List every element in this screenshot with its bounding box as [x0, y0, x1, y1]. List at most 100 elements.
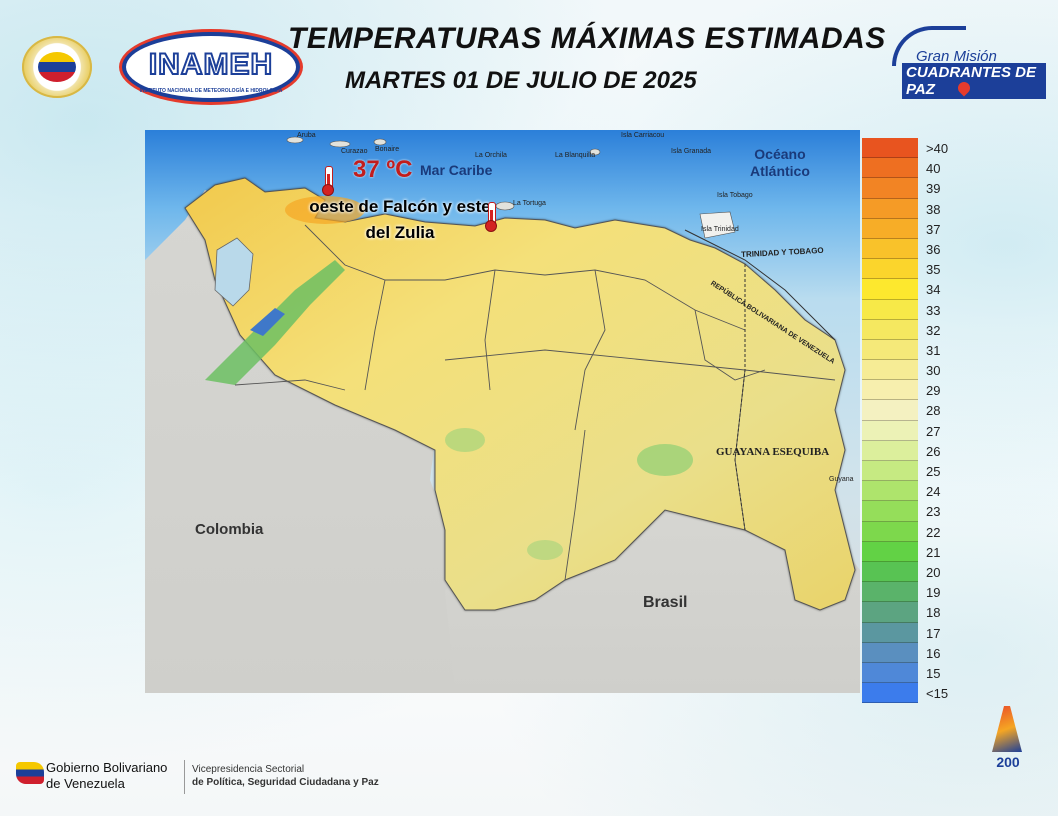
- legend-swatch: [862, 259, 918, 280]
- legend-label: 24: [926, 484, 941, 500]
- max-temperature-label: 37 ºC: [353, 156, 413, 183]
- legend-row: 31: [862, 339, 954, 361]
- vice-line2: de Política, Seguridad Ciudadana y Paz: [192, 777, 379, 788]
- legend-label: 26: [926, 443, 941, 459]
- temperature-map: Océano Atlántico Mar Caribe Colombia Bra…: [145, 130, 860, 693]
- maritime-boundary: [684, 229, 836, 341]
- legend-label: 30: [926, 363, 941, 379]
- island-label: Curazao: [341, 148, 368, 155]
- legend-swatch: [862, 420, 918, 441]
- legend-row: 40: [862, 158, 954, 179]
- legend-label: 29: [926, 383, 941, 399]
- guayana-highlands-1: [637, 444, 693, 476]
- legend-row: 27: [862, 420, 954, 441]
- flame-icon: [992, 706, 1022, 752]
- legend-swatch: [862, 158, 918, 179]
- legend-label: 36: [926, 241, 941, 257]
- legend-label: 18: [926, 605, 941, 621]
- legend-label: 16: [926, 645, 941, 661]
- legend-label: 32: [926, 322, 941, 338]
- legend-row: 35: [862, 259, 954, 280]
- bicentenary-logo: 200: [986, 706, 1030, 796]
- legend-row: 15: [862, 662, 954, 684]
- thermometer-icon: [485, 202, 497, 232]
- legend-swatch: [862, 582, 918, 603]
- legend-swatch: [862, 683, 918, 704]
- atlantic-ocean-label: Océano Atlántico: [750, 146, 810, 179]
- island-label: Isla Carriacou: [621, 132, 665, 139]
- legend-row: 38: [862, 198, 954, 219]
- island-label: Bonaire: [375, 146, 400, 153]
- legend-row: >40: [862, 138, 954, 159]
- legend-label: 23: [926, 504, 941, 520]
- legend-swatch: [862, 380, 918, 401]
- island-label: La Orchila: [475, 152, 507, 159]
- colombia-label: Colombia: [195, 521, 264, 538]
- inameh-logo: INAMEH INSTITUTO NACIONAL DE METEOROLOGÍ…: [122, 32, 300, 102]
- falcon-hot-zone: [285, 196, 365, 224]
- legend-row: 37: [862, 218, 954, 239]
- map-shapes: [145, 136, 860, 693]
- legend-row: 39: [862, 178, 954, 199]
- legend-swatch: [862, 602, 918, 623]
- page-title: TEMPERATURAS MÁXIMAS ESTIMADAS: [288, 22, 886, 55]
- legend-swatch: [862, 662, 918, 684]
- legend-label: 19: [926, 585, 941, 601]
- island-label: Isla Granada: [671, 148, 712, 155]
- legend-swatch: [862, 178, 918, 199]
- legend-swatch: [862, 461, 918, 482]
- gmcp-line1: Gran Misión: [916, 48, 997, 65]
- legend-label: 25: [926, 464, 941, 479]
- brasil-label: Brasil: [643, 594, 688, 611]
- legend-row: 21: [862, 541, 954, 562]
- max-temperature-region: oeste de Falcón y este del Zulia: [309, 197, 491, 242]
- legend-swatch: [862, 198, 918, 219]
- legend-swatch: [862, 521, 918, 542]
- legend-label: 37: [926, 221, 941, 237]
- page-subtitle: MARTES 01 DE JULIO DE 2025: [345, 67, 697, 94]
- legend-swatch: [862, 319, 918, 340]
- temperature-legend: >40 40 39 38 37 36 35 34 33 32 31 30 29 28 27 26 25 24 23 2…: [862, 138, 954, 704]
- legend-label: 17: [926, 625, 941, 641]
- venezuela-land: [184, 177, 856, 611]
- andes-highest: [250, 308, 285, 336]
- island-label: Isla Tobago: [717, 192, 753, 199]
- guayana-highlands-2: [445, 428, 485, 452]
- venezuela-flag-icon: [38, 52, 76, 82]
- legend-label: 31: [926, 342, 941, 358]
- legend-label: <15: [926, 686, 949, 702]
- legend-row: 36: [862, 238, 954, 260]
- thermometer-icon: [322, 166, 334, 196]
- legend-label: 28: [926, 403, 941, 419]
- legend-label: 20: [926, 564, 941, 580]
- legend-label: >40: [926, 141, 949, 156]
- legend-row: 32: [862, 319, 954, 340]
- legend-row: 25: [862, 461, 954, 482]
- cuadrantes-de-paz-logo: Gran Misión CUADRANTES DE PAZ: [886, 26, 1046, 102]
- legend-label: 33: [926, 302, 941, 318]
- guayana-esequiba-border: [734, 264, 746, 531]
- inameh-logo-tagline: INSTITUTO NACIONAL DE METEOROLOGÍA E HID…: [139, 88, 283, 94]
- legend-row: <15: [862, 683, 954, 704]
- gov-line1: Gobierno Bolivariano: [46, 760, 168, 775]
- legend-row: 30: [862, 360, 954, 381]
- islands: [286, 136, 736, 239]
- legend-label: 22: [926, 524, 941, 540]
- legend-row: 24: [862, 481, 954, 502]
- island-label: La Blanquilla: [555, 152, 596, 159]
- caribbean-sea-label: Mar Caribe: [420, 162, 493, 178]
- legend-swatch: [862, 279, 918, 300]
- lake-maracaibo: [214, 237, 254, 307]
- legend-row: 28: [862, 400, 954, 421]
- legend-row: 18: [862, 602, 954, 623]
- vice-line1: Vicepresidencia Sectorial: [192, 764, 305, 775]
- footer-divider: [184, 760, 185, 794]
- legend-swatch: [862, 299, 918, 320]
- legend-row: 16: [862, 642, 954, 663]
- legend-swatch: [862, 440, 918, 461]
- colombia-land: [145, 190, 465, 693]
- bicentenary-number: 200: [996, 754, 1020, 770]
- legend-swatch: [862, 642, 918, 663]
- inameh-logo-word: INAMEH: [148, 47, 274, 82]
- gmcp-line2: CUADRANTES DE PAZ: [902, 63, 1046, 99]
